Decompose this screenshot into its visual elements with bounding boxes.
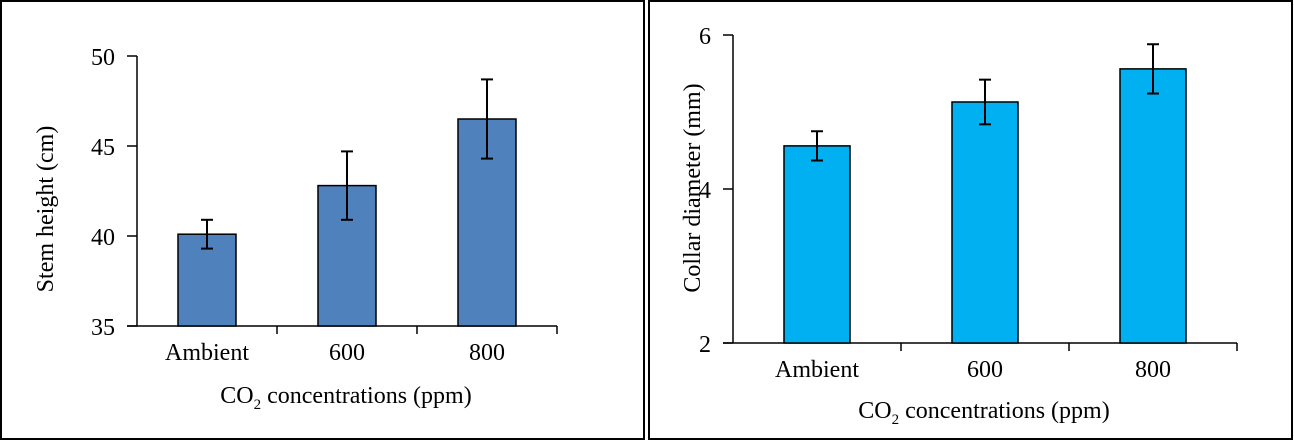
x-axis-label: CO2 concentrations (ppm) (858, 398, 1109, 428)
x-tick-label: Ambient (165, 340, 249, 366)
x-tick-label: 600 (967, 357, 1003, 383)
x-tick-label: 800 (469, 340, 505, 366)
collar-diameter-chart: 2 4 6 Ambient 600 800 Collar diameter (mm) CO… (648, 0, 1293, 440)
y-axis-label: Stem height (cm) (33, 126, 59, 293)
x-axis-label: CO2 concentrations (ppm) (220, 383, 471, 413)
y-axis-label: Collar diameter (mm) (680, 83, 706, 292)
bar (951, 101, 1019, 344)
y-tick-label: 45 (91, 135, 115, 161)
y-tick-label: 6 (699, 24, 711, 50)
y-tick-label: 2 (699, 332, 711, 358)
x-tick-label: 600 (329, 340, 365, 366)
y-tick-label: 4 (699, 178, 711, 204)
y-tick-label: 50 (91, 45, 115, 71)
bar (1119, 68, 1187, 344)
bar (783, 145, 851, 344)
y-tick-label: 35 (91, 315, 115, 341)
bar (317, 184, 377, 327)
stem-height-chart: 35 40 45 50 Ambient 600 800 Stem height (cm) C… (0, 0, 645, 440)
y-tick-label: 40 (91, 225, 115, 251)
x-tick-label: 800 (1135, 357, 1171, 383)
x-tick-label: Ambient (775, 357, 859, 383)
